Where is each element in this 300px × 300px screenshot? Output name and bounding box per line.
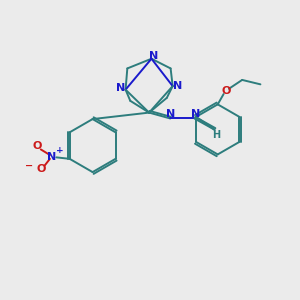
Text: H: H xyxy=(212,130,220,140)
Text: N: N xyxy=(173,81,183,91)
Text: +: + xyxy=(56,146,64,155)
Text: −: − xyxy=(25,160,33,171)
Text: N: N xyxy=(149,51,158,61)
Text: N: N xyxy=(116,83,125,94)
Text: N: N xyxy=(47,152,57,162)
Text: N: N xyxy=(191,109,201,119)
Text: O: O xyxy=(33,142,42,152)
Text: O: O xyxy=(222,86,231,96)
Text: N: N xyxy=(166,109,175,119)
Text: O: O xyxy=(37,164,46,174)
